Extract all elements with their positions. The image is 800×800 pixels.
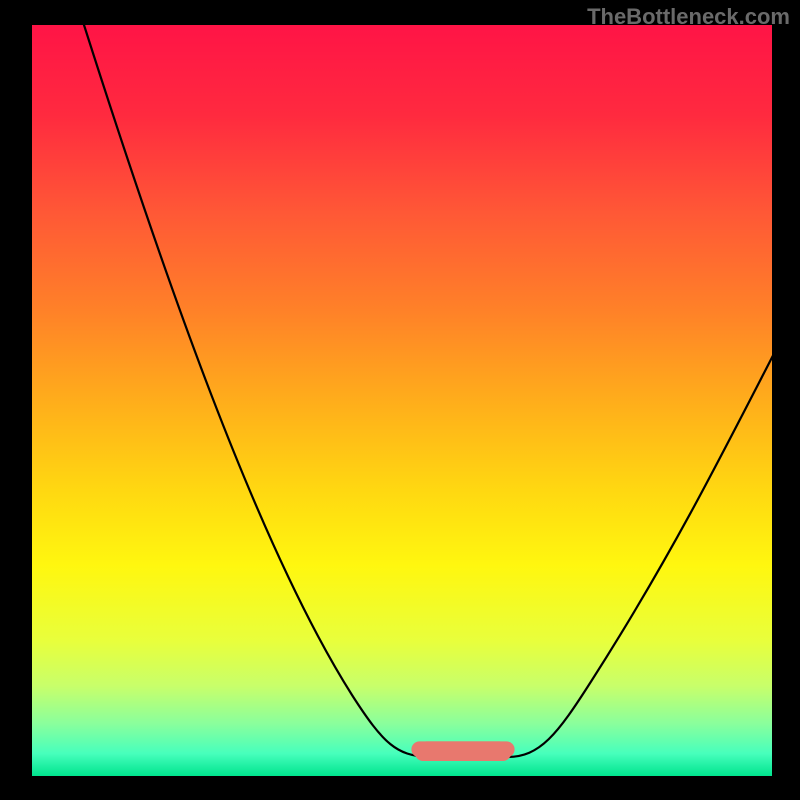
plot-area	[32, 25, 772, 776]
chart-container: TheBottleneck.com	[0, 0, 800, 800]
bottleneck-curve	[84, 25, 800, 757]
curve-bottom-marker	[415, 745, 511, 761]
curve-svg	[32, 25, 772, 776]
